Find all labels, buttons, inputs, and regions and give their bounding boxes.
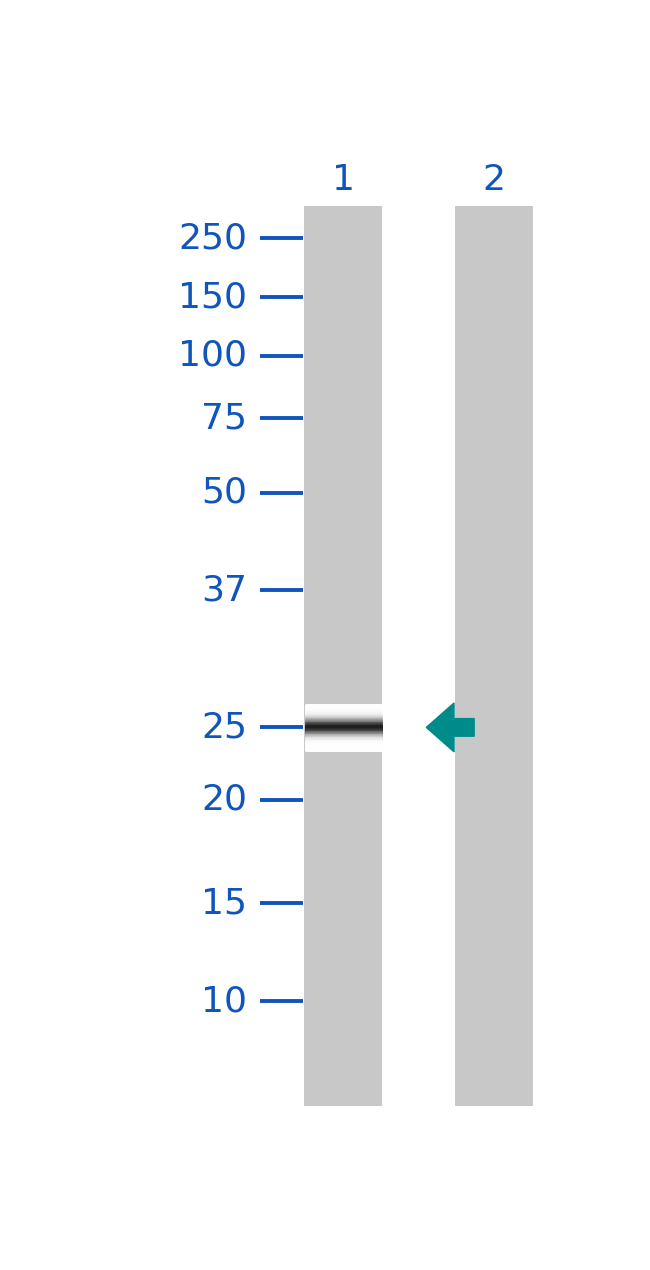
Text: 100: 100: [179, 339, 248, 373]
Text: 20: 20: [202, 782, 248, 817]
Bar: [455, 206, 534, 1106]
Text: 150: 150: [179, 281, 248, 314]
Text: 37: 37: [202, 574, 248, 607]
Text: 15: 15: [202, 886, 248, 921]
Text: 2: 2: [483, 163, 506, 197]
Bar: [304, 206, 382, 1106]
Text: 25: 25: [202, 710, 248, 744]
Text: 250: 250: [179, 221, 248, 255]
Text: 50: 50: [202, 476, 248, 509]
Text: 75: 75: [202, 401, 248, 436]
Text: 1: 1: [332, 163, 355, 197]
FancyArrow shape: [426, 704, 474, 752]
Text: 10: 10: [202, 984, 248, 1019]
